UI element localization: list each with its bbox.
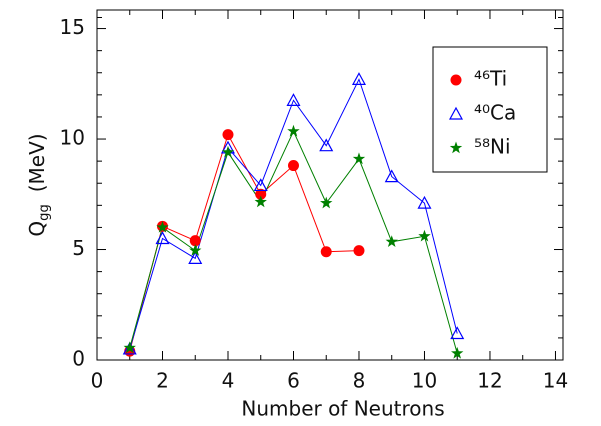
legend-label: ⁴⁶Ti bbox=[474, 67, 507, 91]
y-tick-label: 15 bbox=[60, 15, 85, 39]
data-point bbox=[352, 152, 366, 165]
legend-marker bbox=[449, 141, 463, 154]
plot-frame bbox=[96, 9, 564, 361]
series-line bbox=[129, 133, 359, 352]
data-point bbox=[189, 244, 202, 256]
data-point bbox=[255, 188, 267, 200]
y-label-symbol: Q bbox=[25, 221, 49, 237]
data-point bbox=[155, 231, 170, 245]
data-point bbox=[417, 195, 432, 209]
legend-box bbox=[432, 46, 548, 173]
x-axis-label: Number of Neutrons bbox=[241, 397, 444, 421]
data-point bbox=[418, 229, 431, 242]
data-point bbox=[351, 72, 366, 85]
y-tick-label: 10 bbox=[60, 126, 85, 150]
data-point bbox=[221, 145, 235, 158]
y-label-unit: (MeV) bbox=[25, 133, 49, 192]
data-point bbox=[451, 346, 464, 359]
data-point bbox=[320, 246, 332, 258]
y-axis-label: Qgg (MeV) bbox=[25, 133, 52, 236]
data-point bbox=[353, 245, 365, 257]
x-tick-label: 10 bbox=[412, 369, 437, 393]
y-tick-label: 5 bbox=[72, 236, 85, 260]
data-point bbox=[287, 124, 300, 137]
data-point bbox=[253, 178, 268, 192]
data-point bbox=[156, 220, 169, 233]
data-point bbox=[122, 341, 137, 355]
data-point bbox=[123, 341, 136, 354]
x-tick-label: 4 bbox=[222, 369, 235, 393]
data-point bbox=[254, 195, 267, 208]
x-tick-label: 6 bbox=[287, 369, 300, 393]
data-point bbox=[385, 235, 398, 248]
data-point bbox=[189, 235, 201, 247]
legend-label: ⁴⁰Ca bbox=[474, 101, 516, 125]
series-line bbox=[129, 78, 458, 350]
y-tick-label: 0 bbox=[72, 347, 85, 371]
x-tick-label: 2 bbox=[156, 369, 169, 393]
data-point bbox=[188, 251, 203, 264]
data-point bbox=[384, 169, 399, 183]
legend-marker bbox=[448, 106, 464, 120]
legend-label: ⁵⁸Ni bbox=[474, 135, 511, 159]
x-tick-label: 8 bbox=[353, 369, 366, 393]
y-label-subscript: gg bbox=[37, 204, 52, 221]
data-point bbox=[287, 160, 299, 172]
data-point bbox=[319, 138, 334, 152]
x-tick-label: 0 bbox=[91, 369, 104, 393]
data-point bbox=[450, 326, 465, 340]
data-point bbox=[320, 196, 333, 209]
x-tick-label: 12 bbox=[477, 369, 502, 393]
x-tick-label: 14 bbox=[543, 369, 568, 393]
data-point bbox=[222, 129, 234, 141]
data-point bbox=[286, 93, 301, 106]
legend-marker bbox=[450, 74, 462, 86]
